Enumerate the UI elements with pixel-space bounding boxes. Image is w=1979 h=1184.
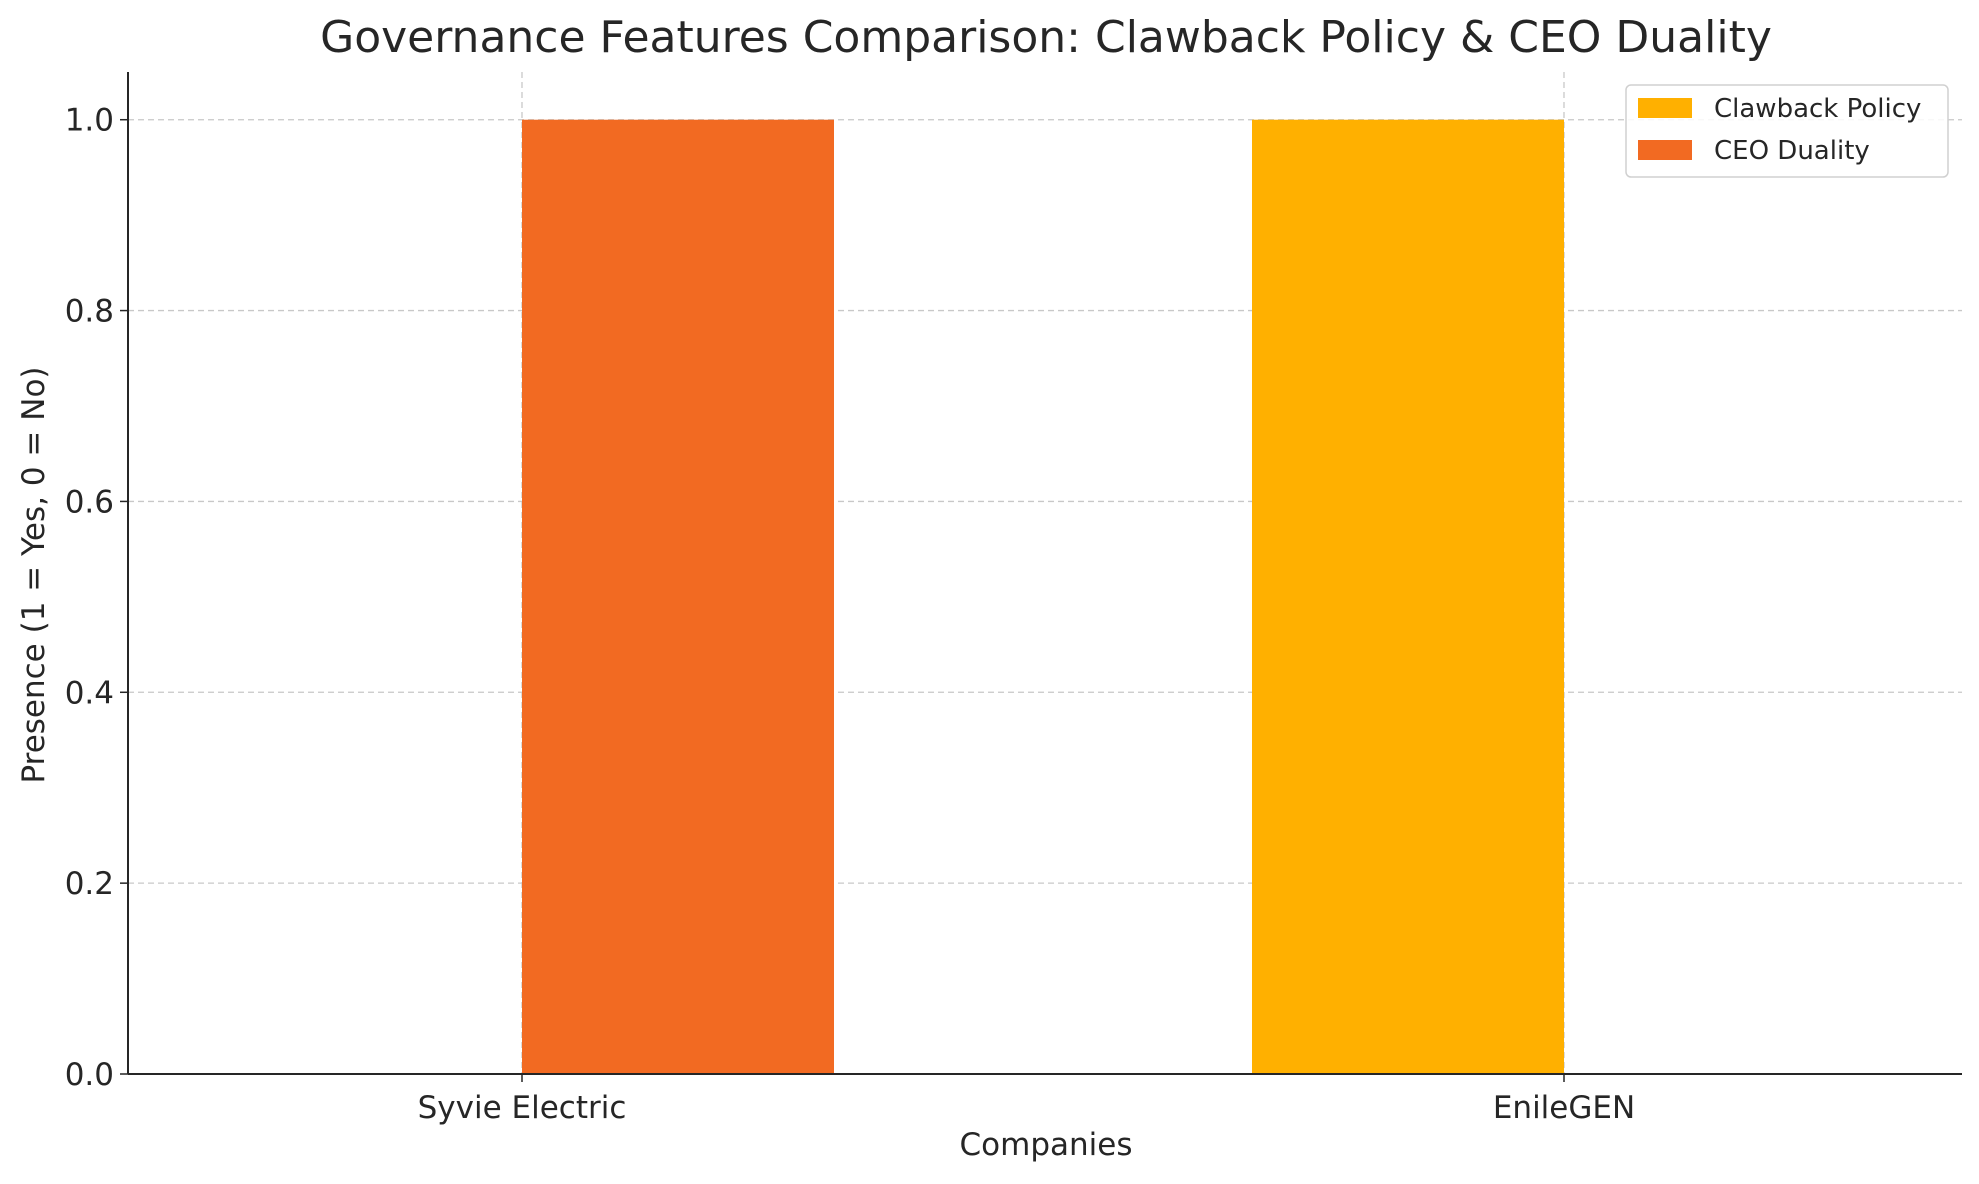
y-tick-label: 0.4	[65, 675, 114, 711]
x-axis-label: Companies	[960, 1127, 1133, 1163]
y-axis-label: Presence (1 = Yes, 0 = No)	[16, 366, 52, 783]
x-tick-label: EnileGEN	[1493, 1090, 1635, 1126]
y-tick-label: 0.8	[65, 294, 114, 330]
y-tick-label: 0.6	[65, 484, 114, 520]
axes	[120, 72, 1962, 1082]
legend-label: Clawback Policy	[1714, 94, 1921, 124]
tick-labels: 0.0 0.2 0.4 0.6 0.8 1.0 Syvie Electric EnileGEN	[65, 103, 1635, 1126]
legend: Clawback Policy CEO Duality	[1625, 84, 1949, 178]
legend-box	[1625, 84, 1949, 178]
chart-title: Governance Features Comparison: Clawback…	[320, 12, 1772, 63]
bar-clawback-policy-enilegen	[1252, 119, 1564, 1074]
grid-lines	[128, 72, 1962, 1075]
y-tick-label: 0.2	[65, 866, 114, 902]
bar-ceo-duality-syvie-electric	[522, 119, 834, 1074]
y-tick-label: 0.0	[65, 1057, 114, 1093]
legend-swatch	[1638, 140, 1692, 160]
legend-label: CEO Duality	[1714, 136, 1870, 166]
x-tick-label: Syvie Electric	[418, 1090, 627, 1126]
legend-swatch	[1638, 98, 1692, 118]
bars	[522, 119, 1564, 1074]
y-tick-label: 1.0	[65, 103, 114, 139]
